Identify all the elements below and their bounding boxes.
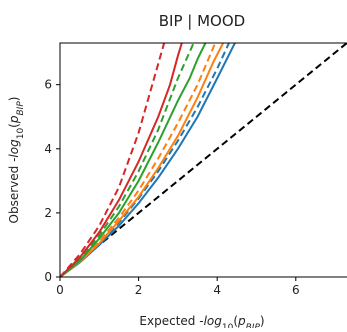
y-label-part: ( bbox=[7, 123, 21, 128]
x-label-part: Expected - bbox=[139, 314, 203, 328]
x-tick-label: 2 bbox=[135, 283, 143, 297]
series-line bbox=[60, 43, 217, 277]
x-label-part: ) bbox=[260, 314, 265, 328]
y-axis-label: Observed -log10(pBIP) bbox=[7, 97, 26, 224]
x-axis-label: Expected -log10(pBIP) bbox=[139, 314, 264, 328]
y-tick-label: 2 bbox=[44, 206, 52, 220]
x-tick-label: 6 bbox=[292, 283, 300, 297]
series-line bbox=[60, 43, 236, 277]
axes-frame bbox=[59, 42, 347, 278]
y-tick-label: 6 bbox=[44, 78, 52, 92]
series-line bbox=[60, 43, 207, 277]
x-label-part: log bbox=[204, 314, 223, 328]
y-label-part: p bbox=[7, 115, 21, 124]
series-line bbox=[60, 43, 166, 277]
y-label-part: log bbox=[7, 139, 21, 158]
y-label-part: ) bbox=[7, 97, 21, 102]
x-label-part: ( bbox=[233, 314, 238, 328]
x-tick-label: 4 bbox=[213, 283, 221, 297]
x-label-part: 10 bbox=[222, 323, 234, 328]
series-line bbox=[60, 43, 183, 277]
x-label-part: BIP bbox=[246, 323, 261, 328]
y-label-part: BIP bbox=[16, 101, 26, 116]
x-label-part: p bbox=[237, 314, 246, 328]
plot-area bbox=[60, 43, 347, 277]
y-tick-label: 4 bbox=[44, 142, 52, 156]
x-tick-label: 0 bbox=[56, 283, 64, 297]
series-line bbox=[60, 43, 224, 277]
chart-title: BIP | MOOD bbox=[159, 12, 245, 30]
y-tick-label: 0 bbox=[44, 270, 52, 284]
y-label-part: 10 bbox=[16, 128, 26, 140]
y-label-part: Observed - bbox=[7, 158, 21, 224]
series-line bbox=[60, 43, 195, 277]
